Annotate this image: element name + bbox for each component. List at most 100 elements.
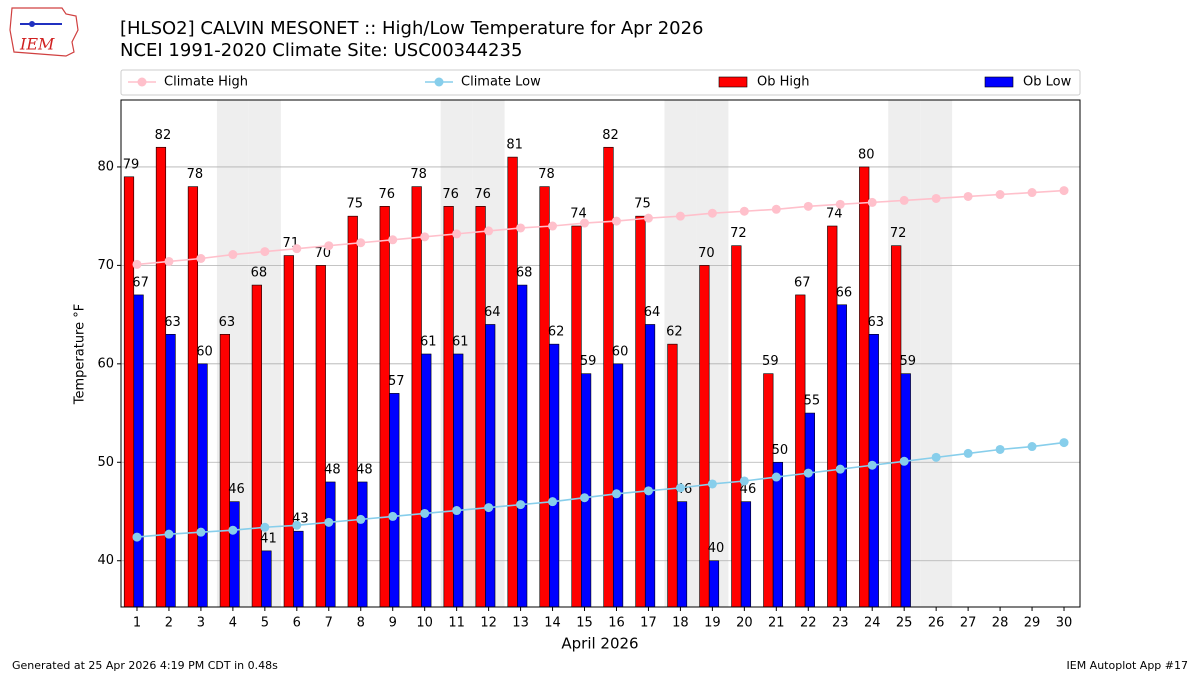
line-marker: [132, 532, 142, 542]
legend-label: Climate Low: [461, 75, 541, 90]
value-label: 46: [228, 482, 245, 497]
bar: [772, 461, 784, 608]
line-marker: [484, 503, 494, 513]
bar: [379, 206, 390, 608]
bar: [731, 245, 742, 608]
line-marker: [803, 201, 813, 211]
legend-box: [120, 69, 1081, 96]
legend-label: Ob High: [757, 75, 810, 90]
line-marker: [324, 517, 334, 527]
line-marker: [771, 204, 781, 214]
bar: [549, 343, 560, 608]
x-tick-label: 11: [448, 616, 465, 631]
x-tick-label: 29: [1024, 616, 1041, 631]
x-tick-label: 30: [1056, 616, 1073, 631]
line-marker: [356, 238, 366, 248]
line-marker: [675, 483, 685, 493]
bar: [133, 294, 144, 608]
value-label: 60: [196, 344, 213, 359]
bar: [612, 363, 624, 608]
line-marker: [484, 226, 494, 236]
value-label: 82: [155, 128, 172, 143]
value-label: 62: [666, 325, 683, 340]
bar: [347, 215, 358, 608]
x-tick-label: 19: [704, 616, 721, 631]
logo-outline: [9, 7, 79, 57]
value-label: 59: [762, 354, 779, 369]
line-marker: [164, 256, 174, 266]
line-marker: [1059, 186, 1069, 196]
y-tick-label: 50: [97, 455, 114, 470]
chart-subtitle: NCEI 1991-2020 Climate Site: USC00344235: [120, 40, 522, 61]
footer-right: IEM Autoplot App #17: [1067, 659, 1189, 672]
x-tick-label: 17: [640, 616, 657, 631]
line-marker: [1059, 438, 1069, 448]
value-label: 79: [123, 157, 140, 172]
bar: [123, 176, 135, 608]
value-label: 63: [164, 315, 181, 330]
y-tick-label: 80: [97, 159, 114, 174]
value-label: 63: [219, 315, 236, 330]
logo-icon: [29, 21, 35, 27]
bar: [411, 186, 422, 608]
line-marker: [420, 508, 430, 518]
y-tick-label: 40: [97, 553, 114, 568]
bar: [676, 501, 688, 608]
line-marker: [292, 244, 302, 254]
value-label: 68: [516, 266, 533, 281]
line-marker: [196, 253, 206, 263]
line-marker: [260, 522, 270, 532]
bar: [539, 186, 550, 608]
logo-text: IEM: [19, 35, 55, 54]
value-label: 66: [836, 285, 853, 300]
bar: [357, 481, 368, 608]
x-tick-label: 5: [261, 616, 269, 631]
line-marker: [611, 216, 621, 226]
bar: [293, 530, 304, 608]
bar: [475, 206, 486, 608]
line-marker: [580, 218, 590, 228]
line-marker: [580, 493, 590, 503]
logo: IEM: [9, 7, 79, 57]
x-tick-label: 9: [389, 616, 397, 631]
value-label: 78: [410, 167, 427, 182]
plot-frame: [120, 99, 1081, 608]
x-tick-label: 27: [960, 616, 977, 631]
x-tick-label: 21: [768, 616, 785, 631]
bar: [859, 166, 870, 608]
x-tick-label: 13: [512, 616, 529, 631]
line-marker: [452, 506, 462, 516]
bar: [453, 353, 464, 608]
line-marker: [963, 448, 973, 458]
bar: [325, 481, 336, 608]
line-marker: [931, 193, 941, 203]
value-label: 40: [708, 541, 725, 556]
value-label: 46: [740, 482, 757, 497]
bar: [635, 215, 646, 608]
line-marker: [707, 208, 717, 218]
value-label: 76: [378, 187, 395, 202]
line-marker: [995, 190, 1005, 200]
bar: [389, 393, 400, 608]
bar: [868, 334, 879, 608]
value-label: 62: [548, 325, 565, 340]
line-marker: [196, 527, 206, 537]
bar: [507, 156, 518, 608]
bar: [187, 186, 199, 608]
value-label: 74: [826, 207, 843, 222]
line-marker: [548, 497, 558, 507]
line-marker: [611, 489, 621, 499]
line-marker: [739, 206, 749, 216]
value-label: 48: [356, 462, 373, 477]
line-marker: [931, 452, 941, 462]
line-marker: [164, 529, 174, 539]
line-marker: [388, 235, 398, 245]
bar: [219, 334, 230, 608]
bar: [443, 206, 454, 608]
legend-swatch: [137, 77, 147, 87]
x-tick-label: 2: [165, 616, 173, 631]
x-tick-label: 6: [293, 616, 301, 631]
line: [136, 441, 1065, 538]
line-marker: [324, 241, 334, 251]
value-label: 74: [570, 207, 587, 222]
